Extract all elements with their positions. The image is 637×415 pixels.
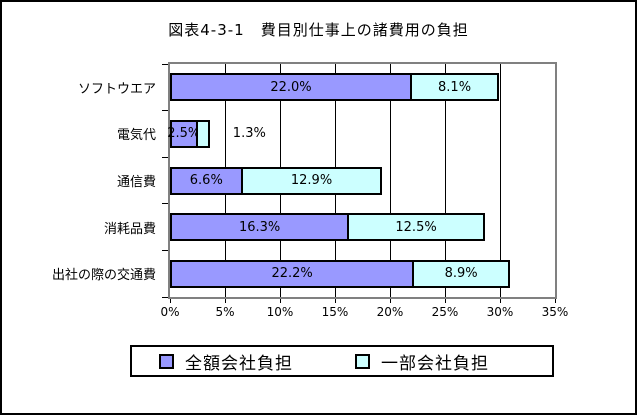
x-axis-tick-label: 30%	[486, 305, 514, 319]
y-axis-tick	[162, 203, 168, 205]
bar-row-3: 6.6% 12.9%	[170, 166, 383, 195]
bar-row-2: 2.5%	[167, 119, 210, 148]
bar-segment-series-1: 22.0%	[170, 73, 412, 102]
x-axis-tick	[444, 299, 446, 303]
legend: 全額会社負担 一部会社負担	[130, 345, 554, 377]
legend-swatch-series-1	[159, 353, 174, 369]
x-axis: 0% 5% 10% 15% 20% 25% 30% 35%	[160, 303, 568, 321]
bar-row-5: 22.2% 8.9%	[170, 259, 511, 288]
bar-row-1: 22.0% 8.1%	[170, 73, 500, 102]
bar-value-label: 16.3%	[238, 219, 281, 235]
category-label-4: 消耗品費	[103, 221, 156, 237]
x-axis-tick-label: 15%	[321, 305, 349, 319]
y-axis-tick	[162, 249, 168, 251]
x-axis-tick	[554, 299, 556, 303]
bar-segment-series-1: 16.3%	[170, 213, 350, 242]
x-axis-tick-label: 0%	[160, 305, 180, 319]
bar-row-4: 16.3% 12.5%	[170, 213, 485, 242]
y-axis-tick	[162, 296, 168, 298]
category-label-3: 通信費	[116, 174, 156, 190]
y-axis-tick	[162, 110, 168, 112]
bar-value-label: 12.5%	[395, 219, 437, 235]
bar-value-label: 22.0%	[270, 79, 312, 95]
plot-area: 22.0% 8.1% 2.5% 1.3% 6.6% 12.9% 16.3% 12.5% 22.2…	[162, 62, 557, 303]
legend-label-series-1: 全額会社負担	[185, 353, 293, 374]
legend-label-series-2: 一部会社負担	[381, 353, 489, 374]
chart-title: 図表4-3-1 費目別仕事上の諸費用の負担	[168, 21, 469, 39]
bar-segment-series-1: 22.2%	[170, 259, 415, 288]
x-axis-tick	[389, 299, 391, 303]
x-axis-tick	[279, 299, 281, 303]
bar-value-label: 8.9%	[444, 266, 478, 282]
x-axis-tick	[169, 299, 171, 303]
x-axis-tick	[334, 299, 336, 303]
legend-entry-partial-company-paid: 一部会社負担	[355, 349, 489, 374]
x-axis-tick-label: 10%	[266, 305, 294, 319]
bar-value-label: 22.2%	[271, 266, 313, 282]
category-label-1: ソフトウエア	[77, 81, 156, 97]
bar-value-label: 12.9%	[290, 173, 333, 188]
category-label-2: 電気代	[116, 128, 156, 144]
category-label-5: 出社の際の交通費	[51, 268, 156, 284]
bar-value-label: 2.5%	[167, 126, 201, 142]
bar-segment-series-1: 6.6%	[170, 166, 243, 195]
gridline-vertical	[389, 64, 391, 297]
gridline-vertical	[444, 64, 446, 297]
x-axis-tick-label: 25%	[431, 305, 459, 319]
legend-swatch-series-2	[355, 353, 370, 369]
y-axis-tick	[162, 63, 168, 65]
bar-segment-series-2: 12.9%	[240, 166, 383, 195]
gridline-vertical	[499, 64, 501, 297]
x-axis-tick-label: 5%	[215, 305, 235, 319]
x-axis-tick	[224, 299, 226, 303]
bar-segment-series-2: 12.5%	[347, 213, 485, 242]
bar-value-label: 8.1%	[438, 79, 472, 95]
x-axis-tick	[499, 299, 501, 303]
y-axis-tick	[162, 156, 168, 158]
y-axis-category-labels: ソフトウエア電気代通信費消耗品費出社の際の交通費	[2, 64, 160, 297]
bar-value-label-outside: 1.3%	[232, 126, 266, 142]
bar-segment-series-2: 8.1%	[410, 73, 500, 102]
bar-segment-series-1: 2.5%	[167, 119, 201, 148]
legend-entry-full-company-paid: 全額会社負担	[159, 349, 293, 374]
bar-value-label: 6.6%	[189, 173, 223, 188]
x-axis-tick-label: 20%	[376, 305, 404, 319]
bar-segment-series-2	[195, 119, 210, 148]
bar-segment-series-2: 8.9%	[412, 259, 511, 288]
x-axis-tick-label: 35%	[541, 305, 569, 319]
